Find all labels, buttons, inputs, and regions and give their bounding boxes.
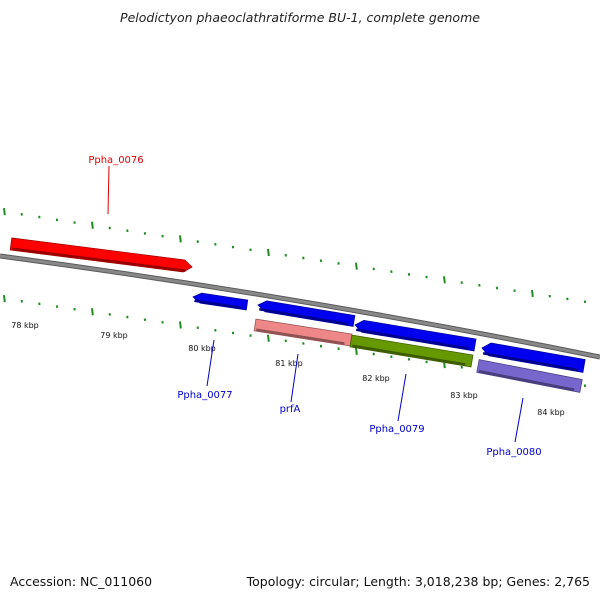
gene-arrow-shadow [478,370,575,391]
genome-backbone [0,253,600,360]
gene-label-layer: Ppha_0076 Ppha_0077 prfA Ppha_0079 Ppha_… [88,155,541,458]
gene-label: Ppha_0079 [369,424,424,435]
tick-mark [91,308,94,316]
tick-mark [355,347,358,356]
kbp-label: 84 kbp [537,408,565,417]
tick-mark [179,235,182,243]
gene-label-leader [206,339,215,387]
gene-label-leader [514,397,524,443]
gene-label: Ppha_0077 [177,390,232,401]
gene-arrow [481,342,586,373]
gene-label: Ppha_0076 [88,155,143,166]
tick-mark [91,221,94,229]
accession-text: Accession: NC_011060 [10,574,152,589]
gene-arrow-shadow [356,328,469,350]
gene-arrow [349,334,474,368]
gene-arrow [253,318,353,347]
gene-arrow-shadow [12,247,186,272]
kbp-label: 80 kbp [188,344,216,353]
gene-label-leader [397,373,407,422]
backbone-highlight [0,254,600,359]
tick-mark [267,248,270,257]
tick-mark [267,334,270,342]
gene-arrow [354,319,477,352]
gene-arrow [9,237,193,273]
kbp-label: 81 kbp [275,359,303,368]
kbp-label: 78 kbp [11,321,39,330]
gene-arrow [192,292,249,311]
tick-mark [355,262,358,270]
gene-arrow-shadow [482,352,578,372]
gene-arrow [476,359,583,393]
gene-arrow-body [9,237,193,273]
topology-summary-text: Topology: circular; Length: 3,018,238 bp… [246,574,590,589]
kbp-label: 83 kbp [450,391,478,400]
kbp-label: 79 kbp [100,331,128,340]
tick-mark [3,294,6,303]
gene-arrow-shadow [256,328,345,345]
kbp-scale-labels: 78 kbp 79 kbp 80 kbp 81 kbp 82 kbp 83 kb… [11,321,565,417]
gene-arrow-shadow [194,299,241,309]
tick-mark [179,321,182,329]
gene-label-leader [107,165,110,215]
gene-arrow-body [476,359,583,393]
tick-mark [443,276,446,284]
gene-arrow-body [253,318,353,347]
gene-arrow-body [349,334,474,368]
gene-label-leader [290,353,299,403]
gene-track [9,237,586,393]
gene-arrow [257,300,356,327]
kbp-label: 82 kbp [362,374,390,383]
gene-arrow-shadow [259,308,348,326]
gene-label: Ppha_0080 [486,447,541,458]
genome-title: Pelodictyon phaeoclathratiforme BU-1, co… [120,10,480,25]
tick-mark [3,208,6,216]
gene-label: prfA [280,404,301,415]
tick-mark [531,289,534,298]
upper-tick-track [3,208,587,303]
gene-arrow-shadow [352,344,466,366]
